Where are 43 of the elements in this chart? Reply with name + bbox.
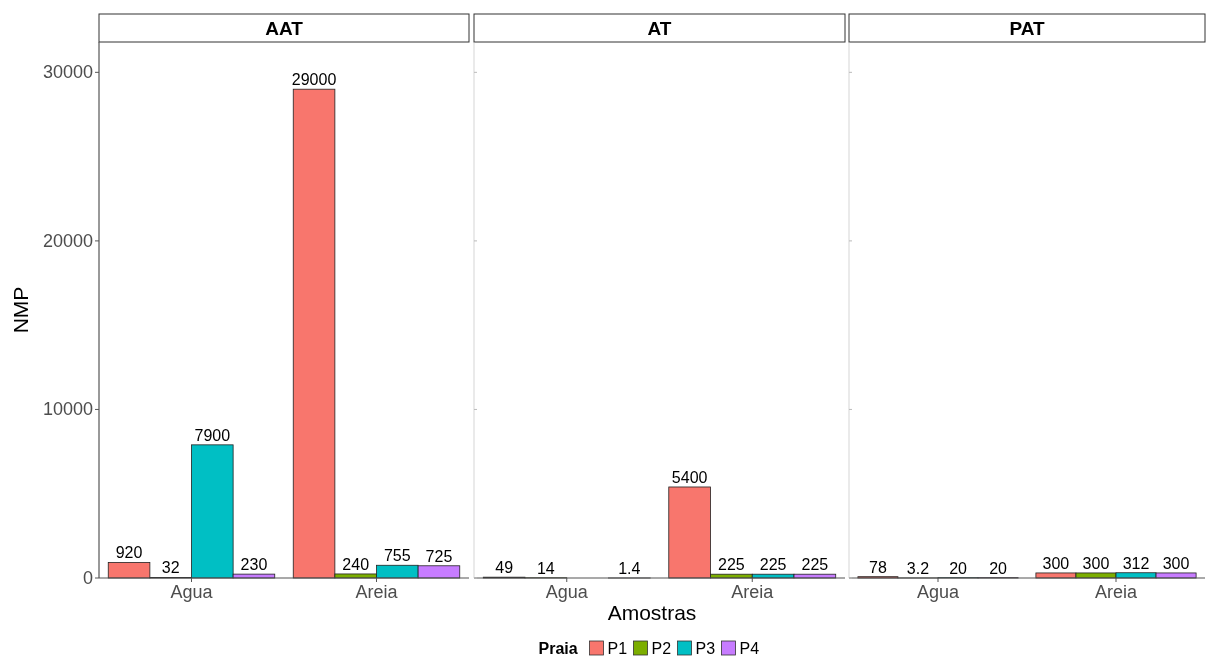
data-label: 225 — [759, 556, 787, 574]
legend-label: P1 — [607, 640, 628, 657]
x-tick-label: Agua — [916, 582, 960, 602]
data-label: 14 — [536, 559, 555, 577]
data-label: 20 — [949, 559, 968, 577]
data-label: 49 — [495, 559, 514, 577]
data-label: 78 — [869, 558, 887, 576]
data-label: 300 — [1042, 554, 1070, 572]
data-label: 32 — [161, 559, 180, 577]
chart-title: PAT — [1009, 18, 1045, 39]
data-label: 225 — [801, 556, 829, 574]
chart-title: AT — [647, 18, 672, 39]
x-tick-label: Agua — [170, 582, 214, 602]
legend-label: P3 — [695, 640, 716, 657]
x-tick-label: Areia — [731, 582, 775, 602]
y-axis-title: NMP — [9, 286, 32, 334]
y-tick-label: 20000 — [42, 230, 93, 251]
data-label: 755 — [383, 547, 411, 565]
data-label: 920 — [115, 544, 143, 562]
y-tick-label: 0 — [82, 568, 93, 588]
data-label: 725 — [425, 547, 453, 565]
x-tick-label: Areia — [355, 582, 399, 602]
data-label: 300 — [1162, 554, 1190, 572]
data-label: 300 — [1082, 554, 1110, 572]
y-tick-label: 10000 — [42, 399, 93, 420]
data-label: 7900 — [194, 426, 231, 444]
chart-title: AAT — [265, 18, 304, 39]
data-label: 29000 — [291, 71, 337, 89]
legend-label: P2 — [651, 640, 672, 657]
x-axis-title: Amostras — [607, 601, 697, 624]
data-label: 1.4 — [618, 559, 641, 577]
data-label: 230 — [240, 556, 268, 574]
data-label: 240 — [342, 555, 370, 573]
y-tick-label: 30000 — [42, 62, 93, 83]
legend-label: P4 — [739, 640, 760, 657]
x-tick-label: Areia — [1094, 582, 1138, 602]
legend-title: Praia — [538, 640, 578, 657]
data-label: 312 — [1122, 554, 1150, 572]
x-tick-label: Agua — [545, 582, 589, 602]
data-label: 225 — [718, 556, 745, 574]
data-label: 3.2 — [906, 559, 930, 577]
data-label: 5400 — [671, 468, 708, 486]
data-label: 20 — [989, 559, 1008, 577]
